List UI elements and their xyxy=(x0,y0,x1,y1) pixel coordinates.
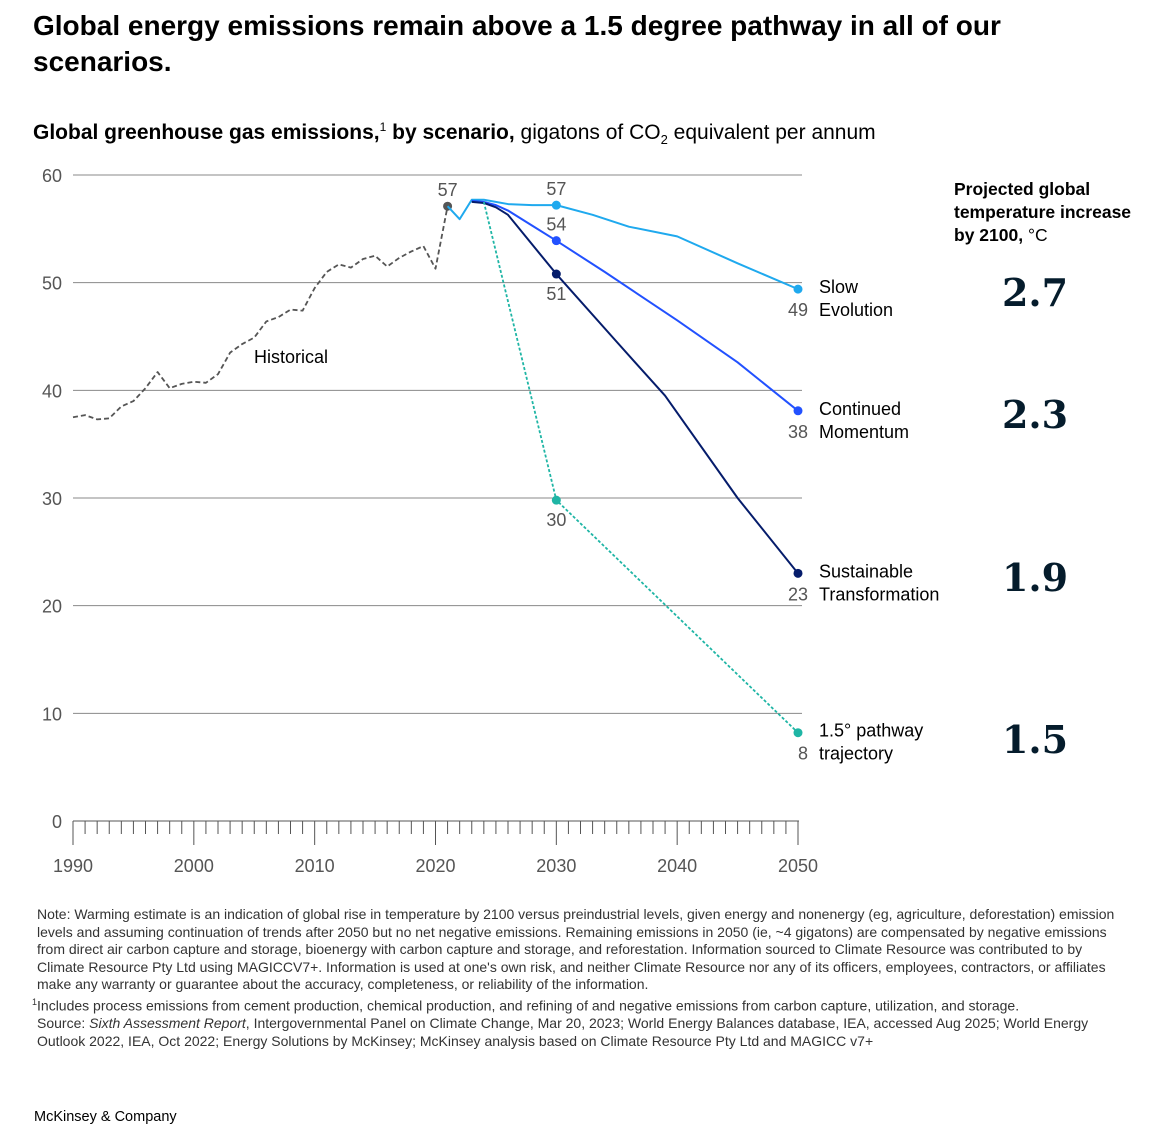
series-name-1-5-pathway-trajectory: trajectory xyxy=(819,744,893,764)
temperature-sustainable-transformation: 1.9 xyxy=(1001,555,1069,600)
data-point-slow-evolution xyxy=(793,284,803,294)
x-tick-label: 2010 xyxy=(295,856,335,876)
series-name-sustainable-transformation: Sustainable xyxy=(819,561,913,581)
x-tick-label: 2000 xyxy=(174,856,214,876)
series-name-slow-evolution: Slow xyxy=(819,277,859,297)
footnote-text: Includes process emissions from cement p… xyxy=(37,997,1020,1014)
data-label-1-5-pathway-trajectory: 30 xyxy=(546,510,566,530)
data-point-continued-momentum xyxy=(793,406,803,416)
subtitle-bold-2: by scenario, xyxy=(386,121,515,144)
x-tick-label: 2030 xyxy=(536,856,576,876)
notes: Note: Warming estimate is an indication … xyxy=(32,906,1132,1050)
y-tick-label: 10 xyxy=(42,704,62,724)
series-name-sustainable-transformation: Transformation xyxy=(819,584,939,604)
y-tick-label: 0 xyxy=(52,812,62,832)
brand-logo: McKinsey & Company xyxy=(34,1109,177,1125)
subtitle-sub: 2 xyxy=(660,132,668,148)
temperature-heading-text: Projected global temperature increase by… xyxy=(954,179,1132,245)
subtitle-bold: Global greenhouse gas emissions, xyxy=(33,121,380,144)
footnote: 1Includes process emissions from cement … xyxy=(32,994,1132,1015)
x-tick-label: 2040 xyxy=(657,856,697,876)
end-label-continued-momentum: 38 xyxy=(788,422,808,442)
series-name-slow-evolution: Evolution xyxy=(819,300,893,320)
y-tick-label: 20 xyxy=(42,597,62,617)
series-name-continued-momentum: Momentum xyxy=(819,422,909,442)
series-line-sustainable-transformation xyxy=(471,200,799,574)
temperature-slow-evolution: 2.7 xyxy=(1001,270,1069,315)
series-line-slow-evolution xyxy=(446,198,799,291)
x-tick-label: 2020 xyxy=(415,856,455,876)
data-label-historical: 57 xyxy=(438,180,458,200)
series-line-historical xyxy=(72,206,449,421)
end-label-slow-evolution: 49 xyxy=(788,300,808,320)
y-tick-label: 30 xyxy=(42,489,62,509)
data-point-1-5-pathway-trajectory xyxy=(551,495,561,505)
data-point-slow-evolution xyxy=(551,200,561,210)
series-line-1-5-pathway-trajectory xyxy=(482,201,799,734)
data-label-slow-evolution: 57 xyxy=(546,179,566,199)
data-point-continued-momentum xyxy=(551,236,561,246)
note-text: Note: Warming estimate is an indication … xyxy=(37,906,1115,993)
series-name-continued-momentum: Continued xyxy=(819,399,901,419)
x-tick-label: 2050 xyxy=(778,856,818,876)
data-point-sustainable-transformation xyxy=(793,568,803,578)
source-prefix: Source: xyxy=(37,1015,90,1032)
end-label-1-5-pathway-trajectory: 8 xyxy=(798,744,808,764)
temperature-1-5-pathway: 1.5 xyxy=(1001,717,1069,762)
y-tick-label: 60 xyxy=(42,166,62,186)
temperature-heading: Projected global temperature increase by… xyxy=(954,178,1144,247)
page-title: Global energy emissions remain above a 1… xyxy=(33,10,1001,77)
subtitle-unit-rest: equivalent per annum xyxy=(667,121,876,144)
data-point-1-5-pathway-trajectory xyxy=(793,728,803,738)
temperature-unit: °C xyxy=(1027,225,1048,245)
end-label-sustainable-transformation: 23 xyxy=(788,584,808,604)
y-tick-label: 50 xyxy=(42,274,62,294)
data-label-sustainable-transformation: 51 xyxy=(546,284,566,304)
footnote-mark: 1 xyxy=(379,120,387,134)
source: Source: Sixth Assessment Report, Intergo… xyxy=(37,1015,1132,1050)
source-rest: , Intergovernmental Panel on Climate Cha… xyxy=(37,1015,1089,1049)
series-line-continued-momentum xyxy=(471,199,799,412)
source-italic: Sixth Assessment Report xyxy=(89,1015,246,1032)
x-tick-label: 1990 xyxy=(53,856,93,876)
temperature-continued-momentum: 2.3 xyxy=(1001,392,1069,437)
data-label-continued-momentum: 54 xyxy=(546,215,566,235)
series-name-1-5-pathway-trajectory: 1.5° pathway xyxy=(819,721,923,741)
chart-subtitle: Global greenhouse gas emissions,1 by sce… xyxy=(33,120,876,147)
data-point-sustainable-transformation xyxy=(551,269,561,279)
y-tick-label: 40 xyxy=(42,381,62,401)
historical-label: Historical xyxy=(254,347,328,367)
subtitle-unit: gigatons of CO xyxy=(514,121,661,144)
footnote-mark: 1 xyxy=(32,996,38,1007)
